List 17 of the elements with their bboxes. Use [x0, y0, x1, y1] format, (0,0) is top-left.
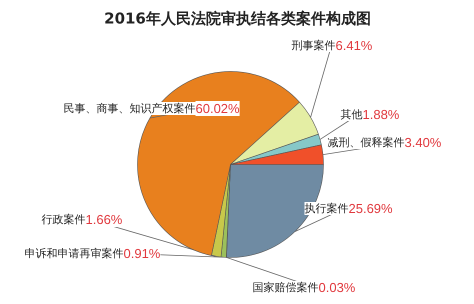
data-label: 0.91%: [124, 246, 161, 261]
data-label: 3.40%: [404, 135, 442, 150]
data-label: 6.41%: [336, 38, 373, 53]
slice-label: 民事、商事、知识产权案件: [64, 102, 196, 115]
slice-label: 国家赔偿案件: [252, 281, 318, 294]
slice-label: 执行案件: [304, 202, 348, 215]
slice-label: 其他: [340, 108, 362, 121]
slice-label: 刑事案件: [292, 39, 336, 52]
chart-title: 2016年人民法院审执结各类案件构成图: [104, 10, 371, 28]
data-label: 0.03%: [318, 280, 356, 295]
slice-label: 行政案件: [42, 213, 86, 226]
data-label: 25.69%: [348, 201, 394, 216]
data-label: 1.88%: [362, 107, 400, 122]
data-label: 1.66%: [86, 212, 123, 227]
slice-label: 申诉和申请再审案件: [24, 247, 124, 260]
slice-label: 减刑、假释案件: [328, 136, 404, 149]
data-label: 60.02%: [196, 101, 240, 116]
